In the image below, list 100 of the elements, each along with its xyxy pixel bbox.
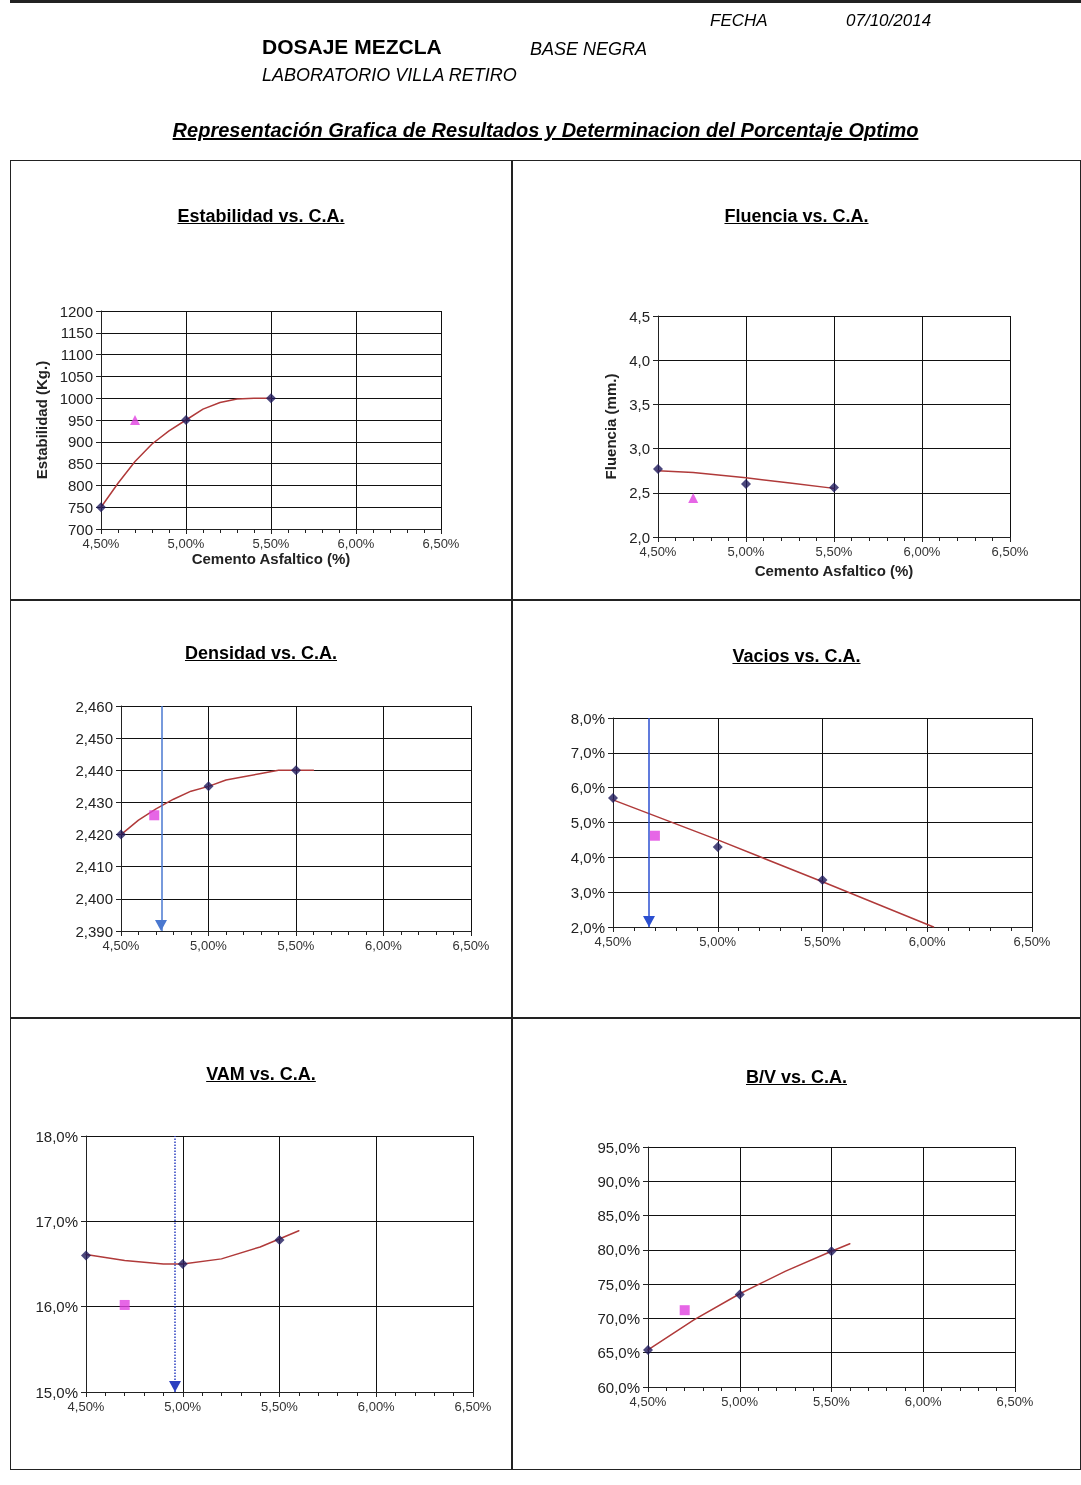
y-tick-label: 17,0% <box>35 1212 78 1230</box>
y-tick-label: 4,5 <box>629 307 650 325</box>
y-tick-label: 3,5 <box>629 395 650 413</box>
y-tick-label: 850 <box>67 455 93 473</box>
point <box>741 478 751 489</box>
y-tick-label: 1100 <box>60 346 93 364</box>
y-tick-label: 2,0% <box>570 918 605 936</box>
x-tick-label: 4,50% <box>67 1399 105 1414</box>
x-axis-title: Cemento Asfaltico (%) <box>191 549 351 567</box>
x-tick-label: 6,50% <box>991 544 1029 559</box>
y-tick-label: 75,0% <box>597 1275 640 1293</box>
point <box>119 1299 130 1310</box>
y-tick-label: 1000 <box>59 389 93 407</box>
point <box>149 810 160 821</box>
y-tick-label: 2,420 <box>75 826 113 844</box>
point <box>817 874 828 885</box>
x-tick-label: 5,00% <box>190 938 228 953</box>
text: BASE NEGRA <box>530 39 648 60</box>
y-axis-title: Fluencia (mm.) <box>602 373 620 480</box>
y-tick-label: 85,0% <box>597 1207 640 1225</box>
y-tick-label: 65,0% <box>597 1344 640 1362</box>
y-tick-label: 4,0% <box>570 848 605 866</box>
x-tick-label: 6,00% <box>903 544 941 559</box>
text: 07/10/2014 <box>846 11 932 31</box>
y-tick-label: 2,390 <box>75 922 113 940</box>
y-tick-label: 3,0 <box>629 440 650 458</box>
chart-title: Densidad vs. C.A. <box>183 643 338 664</box>
y-tick-label: 2,440 <box>75 761 113 779</box>
x-tick-label: 4,50% <box>102 938 140 953</box>
x-tick-label: 6,50% <box>422 536 460 551</box>
y-tick-label: 7,0% <box>570 744 605 762</box>
x-tick-label: 6,00% <box>908 934 947 949</box>
point <box>81 1250 91 1261</box>
x-tick-label: 4,50% <box>639 544 677 559</box>
x-tick-label: 6,00% <box>904 1394 943 1409</box>
x-tick-label: 5,50% <box>815 544 853 559</box>
y-tick-label: 2,450 <box>75 729 113 747</box>
x-tick-label: 5,00% <box>727 544 765 559</box>
point <box>116 829 126 840</box>
point <box>291 765 301 776</box>
x-tick-label: 5,50% <box>813 1394 851 1409</box>
chart-title: Estabilidad vs. C.A. <box>176 206 346 227</box>
x-tick-label: 4,50% <box>629 1394 667 1409</box>
x-tick-label: 5,50% <box>252 536 290 551</box>
x-tick-label: 4,50% <box>82 536 120 551</box>
point <box>177 1259 188 1269</box>
chart-title: VAM vs. C.A. <box>205 1064 317 1085</box>
y-tick-label: 60,0% <box>597 1378 640 1396</box>
x-tick-label: 5,00% <box>721 1394 759 1409</box>
point <box>608 793 618 804</box>
point <box>266 393 276 404</box>
y-tick-label: 1050 <box>59 367 93 385</box>
x-tick-label: 6,00% <box>365 938 403 953</box>
y-tick-label: 2,430 <box>75 793 113 811</box>
x-tick-label: 6,50% <box>454 1399 492 1414</box>
y-tick-label: 2,410 <box>75 858 113 876</box>
y-tick-label: 90,0% <box>597 1172 640 1190</box>
y-tick-label: 1200 <box>59 302 93 320</box>
y-axis-title: Estabilidad (Kg.) <box>32 360 50 480</box>
point <box>826 1246 837 1257</box>
chart-title: Vacios vs. C.A. <box>731 646 862 667</box>
y-tick-label: 1150 <box>60 324 93 342</box>
point <box>734 1289 745 1300</box>
y-tick-label: 2,0 <box>629 528 650 546</box>
y-tick-label: 700 <box>67 520 93 538</box>
y-tick-label: 2,460 <box>75 697 113 715</box>
y-tick-label: 3,0% <box>570 883 605 901</box>
x-axis-title: Cemento Asfaltico (%) <box>754 561 914 579</box>
y-tick-label: 2,5 <box>629 484 650 502</box>
point <box>829 482 839 493</box>
y-tick-label: 80,0% <box>597 1241 640 1259</box>
y-tick-label: 95,0% <box>597 1138 640 1156</box>
y-tick-label: 18,0% <box>35 1127 78 1145</box>
point <box>712 841 723 852</box>
x-tick-label: 5,00% <box>164 1399 202 1414</box>
point <box>679 1305 690 1316</box>
y-tick-label: 70,0% <box>597 1309 640 1327</box>
chart-title: B/V vs. C.A. <box>745 1067 848 1088</box>
point <box>181 415 191 425</box>
x-tick-label: 5,50% <box>277 938 315 953</box>
y-tick-label: 6,0% <box>570 779 605 797</box>
point <box>96 502 106 513</box>
text: Representación Grafica de Resultados y Determinacion del Porcentaje Optimo <box>171 119 920 142</box>
point <box>203 781 214 792</box>
y-tick-label: 800 <box>67 476 93 494</box>
point <box>653 463 663 474</box>
y-tick-label: 5,0% <box>570 814 605 831</box>
x-tick-label: 4,50% <box>594 934 632 949</box>
y-tick-label: 950 <box>67 411 93 429</box>
text: LABORATORIO VILLA RETIRO <box>262 65 517 86</box>
chart-title: Fluencia vs. C.A. <box>723 206 870 227</box>
point <box>130 415 140 425</box>
x-tick-label: 5,50% <box>804 934 842 949</box>
y-tick-label: 750 <box>67 498 93 516</box>
x-tick-label: 6,00% <box>357 1399 396 1414</box>
y-tick-label: 4,0 <box>629 351 650 369</box>
x-tick-label: 6,00% <box>337 536 375 551</box>
y-tick-label: 16,0% <box>35 1298 78 1316</box>
x-tick-label: 5,00% <box>699 934 737 949</box>
y-tick-label: 15,0% <box>35 1383 78 1401</box>
